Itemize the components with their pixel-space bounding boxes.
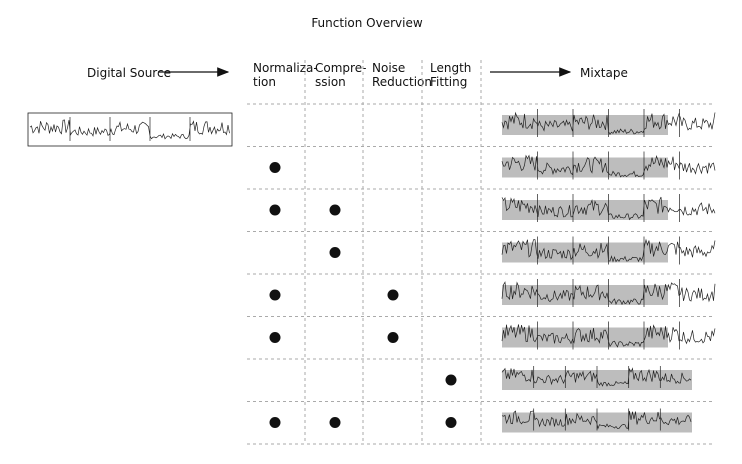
dot xyxy=(329,417,341,428)
dot xyxy=(445,417,457,428)
column-header: Length xyxy=(430,61,471,75)
column-header: ssion xyxy=(315,75,346,89)
waveform xyxy=(501,321,716,350)
waveform xyxy=(501,151,716,180)
waveform xyxy=(501,366,692,388)
dot xyxy=(387,332,399,343)
waveform xyxy=(501,236,716,265)
source-label: Digital Source xyxy=(87,66,171,80)
dot xyxy=(269,332,281,343)
waveform xyxy=(501,109,716,137)
waveform xyxy=(501,194,716,222)
dot xyxy=(269,417,281,428)
waveform xyxy=(29,117,230,141)
column-header: tion xyxy=(253,75,276,89)
mixtape-box xyxy=(502,285,668,305)
dot xyxy=(387,289,399,301)
dot xyxy=(329,204,341,216)
dot xyxy=(445,374,457,386)
mixtape-box xyxy=(502,242,668,263)
column-header: Reduction xyxy=(372,75,432,89)
waveform xyxy=(501,279,716,307)
dot xyxy=(329,247,341,258)
column-header: Normaliza- xyxy=(253,61,318,75)
mixtape-box xyxy=(502,157,668,178)
dot xyxy=(269,204,281,216)
column-header: Noise xyxy=(372,61,405,75)
title: Function Overview xyxy=(311,16,423,30)
column-header: Compre- xyxy=(315,61,366,75)
dot xyxy=(269,162,281,173)
column-header: Fitting xyxy=(430,75,467,89)
output-label: Mixtape xyxy=(580,66,628,80)
dot xyxy=(269,289,281,301)
waveform xyxy=(501,408,692,431)
